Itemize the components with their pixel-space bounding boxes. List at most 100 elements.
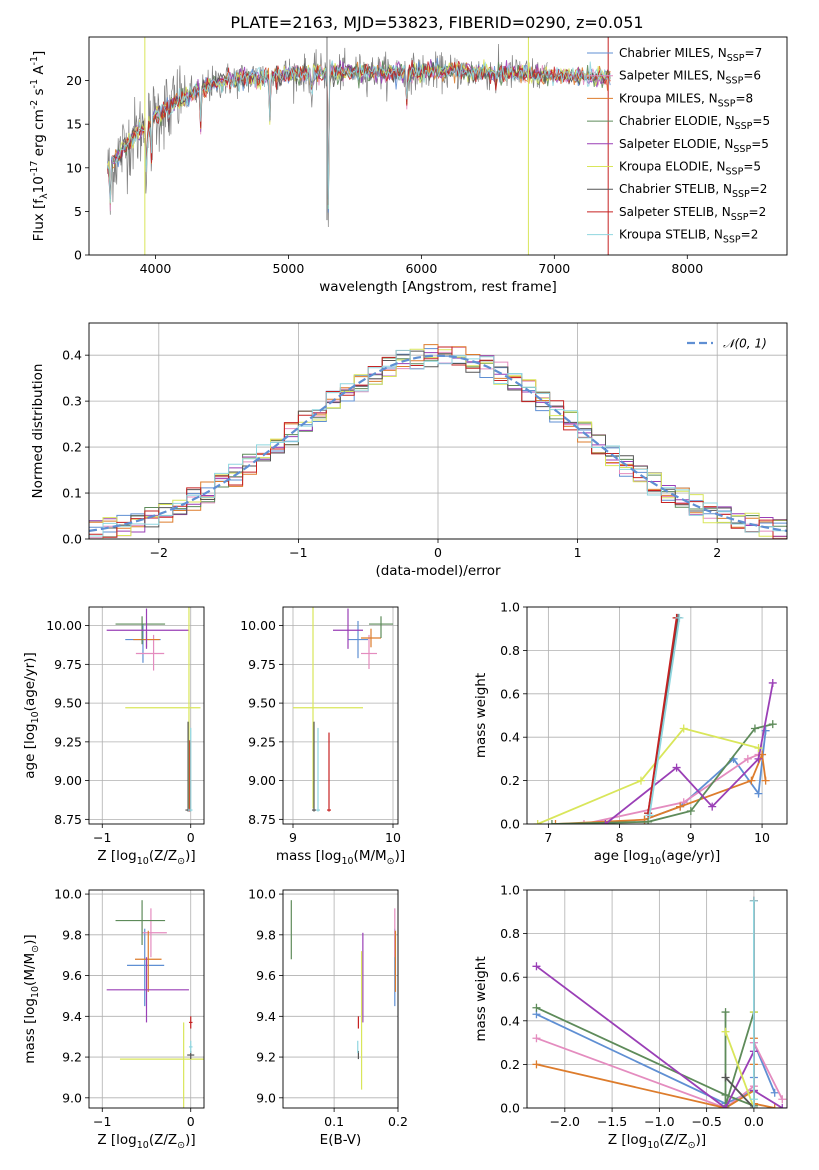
x-tick-label: 0: [434, 545, 442, 560]
data-point: [348, 620, 368, 659]
data-point: [115, 900, 166, 946]
y-tick-label: 9.50: [248, 696, 276, 711]
x-tick-label: 6000: [405, 261, 437, 276]
plot-area: [89, 344, 787, 539]
series-marker: [770, 1104, 779, 1108]
data-point: [361, 634, 377, 669]
y-axis-label: Flux [fλ10-17 erg cm-2 s-1 A-1]: [29, 51, 50, 242]
plot-area: [107, 37, 611, 255]
normal-curve: [89, 354, 787, 532]
series-marker: [644, 817, 653, 824]
y-tick-label: 0.4: [500, 1013, 520, 1028]
y-tick-label: 0.8: [500, 643, 520, 658]
panel-mass_vs_Z: −1 0 9.0 9.2 9.4 9.6 9.8 10.0 Z [log10(Z/Z⊙)] mas…: [22, 887, 205, 1151]
series-line: [551, 723, 774, 824]
x-tick-label: 9: [289, 830, 297, 845]
x-tick-label: 5000: [273, 261, 305, 276]
legend-label: Chabrier STELIB, NSSP=2: [619, 182, 767, 200]
panel-age_vs_mass: 9 10 8.75 9.00 9.25 9.50 9.75 10.00 mass [log10(…: [240, 606, 405, 867]
y-axis-label: Normed distribution: [30, 364, 46, 499]
y-tick-label: 9.25: [248, 734, 276, 749]
x-tick-label: −1: [289, 545, 307, 560]
y-tick-label: 8.75: [54, 812, 82, 827]
x-tick-label: 7000: [538, 261, 570, 276]
axes-frame: [88, 606, 205, 825]
axes-frame: [88, 889, 205, 1109]
x-axis-label: Z [log10(Z/Z⊙)]: [97, 848, 195, 867]
series-marker: [721, 1027, 730, 1036]
x-axis-label: mass [log10(M/M⊙)]: [276, 848, 405, 867]
y-tick-label: 10: [66, 160, 82, 175]
mass-weight-series: [547, 720, 777, 824]
x-tick-label: 8000: [671, 261, 703, 276]
mass-weight-series: [533, 724, 763, 824]
series-marker: [761, 776, 770, 785]
y-tick-label: 9.6: [62, 968, 82, 983]
series-marker: [768, 678, 777, 687]
mass-weight-series: [532, 1010, 779, 1108]
legend-label: Kroupa ELODIE, NSSP=5: [619, 160, 761, 178]
y-tick-label: 9.0: [256, 1090, 276, 1105]
y-axis-label: mass weight: [473, 673, 489, 758]
y-tick-label: 9.00: [54, 773, 82, 788]
data-point: [185, 721, 189, 812]
panel-mass_vs_ebv: 0.1 0.2 9.0 9.2 9.4 9.6 9.8 10.0 E(B-V): [248, 887, 408, 1148]
data-point: [312, 721, 316, 812]
series-marker: [532, 1060, 541, 1069]
x-tick-label: 4000: [140, 261, 172, 276]
x-tick-label: −1: [93, 830, 111, 845]
x-axis-label: Z [log10(Z/Z⊙)]: [608, 1132, 706, 1151]
y-tick-label: 9.2: [256, 1050, 276, 1065]
y-tick-label: 0.6: [500, 686, 520, 701]
series-line: [536, 1006, 755, 1108]
plot-area: [106, 900, 204, 1108]
x-tick-label: 9: [687, 830, 695, 845]
y-tick-label: 9.8: [256, 927, 276, 942]
model-spectrum-line: [107, 60, 611, 210]
y-tick-label: 9.0: [62, 1090, 82, 1105]
data-point: [316, 727, 320, 812]
series-marker: [532, 1003, 541, 1012]
data-point: [361, 628, 381, 648]
x-tick-label: 0.0: [744, 1114, 764, 1129]
plot-area: [106, 607, 201, 812]
plot-area: [532, 896, 787, 1108]
y-tick-label: 9.75: [54, 657, 82, 672]
x-tick-label: 8: [616, 830, 624, 845]
series-marker: [743, 754, 752, 763]
series-marker: [749, 896, 758, 905]
data-point: [327, 732, 331, 812]
series-marker: [533, 820, 542, 824]
y-tick-label: 0.2: [62, 440, 82, 455]
y-tick-label: 0.0: [62, 532, 82, 547]
mass-weight-series: [749, 896, 758, 1108]
legend-label: Salpeter ELODIE, NSSP=5: [619, 137, 769, 155]
series-marker: [579, 820, 588, 824]
y-tick-label: 1.0: [500, 600, 520, 615]
y-tick-label: 0.3: [62, 394, 82, 409]
y-tick-label: 0.1: [62, 486, 82, 501]
x-tick-label: −2: [150, 545, 168, 560]
y-tick-label: 9.4: [62, 1009, 82, 1024]
series-line: [648, 617, 681, 816]
series-marker: [645, 811, 654, 820]
data-point: [188, 1040, 193, 1053]
axes-frame: [526, 606, 788, 825]
legend-label: Salpeter STELIB, NSSP=2: [619, 205, 766, 223]
data-point: [119, 1022, 204, 1108]
y-tick-label: 0.8: [500, 926, 520, 941]
y-tick-label: 8.75: [248, 812, 276, 827]
x-tick-label: 10: [385, 830, 401, 845]
series-marker: [708, 802, 717, 811]
series-marker: [749, 1104, 758, 1108]
data-point: [106, 608, 189, 649]
series-marker: [675, 613, 684, 622]
series-marker: [778, 1095, 787, 1104]
y-tick-label: 9.50: [54, 696, 82, 711]
y-tick-label: 9.25: [54, 734, 82, 749]
y-tick-label: 9.75: [248, 657, 276, 672]
data-point: [135, 930, 162, 992]
y-tick-label: 1.0: [500, 883, 520, 898]
y-tick-label: 5: [74, 204, 82, 219]
mass-weight-series: [645, 613, 684, 820]
